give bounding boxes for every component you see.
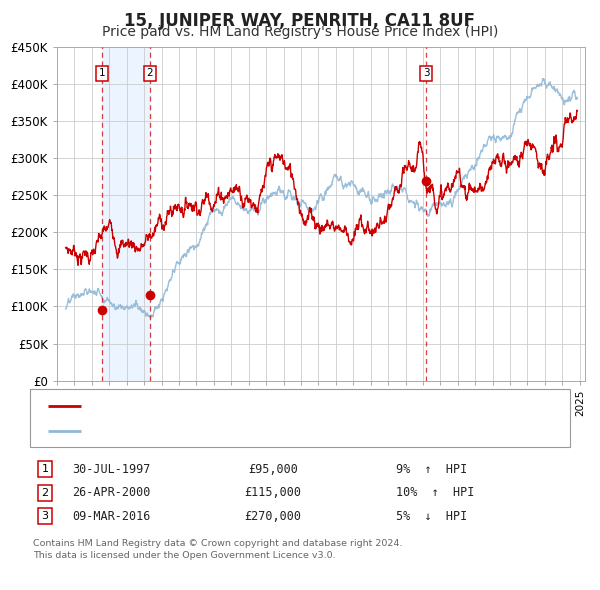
Text: 3: 3 (423, 68, 430, 78)
Text: 15, JUNIPER WAY, PENRITH, CA11 8UF (detached house): 15, JUNIPER WAY, PENRITH, CA11 8UF (deta… (88, 401, 394, 411)
Text: 2: 2 (41, 488, 49, 497)
Text: 15, JUNIPER WAY, PENRITH, CA11 8UF: 15, JUNIPER WAY, PENRITH, CA11 8UF (125, 12, 476, 30)
Bar (102, 47, 150, 381)
Text: Contains HM Land Registry data © Crown copyright and database right 2024.: Contains HM Land Registry data © Crown c… (33, 539, 403, 549)
Text: 1: 1 (98, 68, 105, 78)
Text: 10%  ↑  HPI: 10% ↑ HPI (396, 486, 475, 499)
Text: 09-MAR-2016: 09-MAR-2016 (72, 510, 150, 523)
Text: £270,000: £270,000 (245, 510, 302, 523)
Text: HPI: Average price, detached house, Westmorland and Furness: HPI: Average price, detached house, West… (88, 426, 432, 435)
Text: 2: 2 (146, 68, 153, 78)
Text: 3: 3 (41, 512, 49, 521)
Text: 1: 1 (41, 464, 49, 474)
Text: 9%  ↑  HPI: 9% ↑ HPI (396, 463, 467, 476)
Text: 26-APR-2000: 26-APR-2000 (72, 486, 150, 499)
Text: £115,000: £115,000 (245, 486, 302, 499)
Text: Price paid vs. HM Land Registry's House Price Index (HPI): Price paid vs. HM Land Registry's House … (102, 25, 498, 39)
Text: 30-JUL-1997: 30-JUL-1997 (72, 463, 150, 476)
Text: This data is licensed under the Open Government Licence v3.0.: This data is licensed under the Open Gov… (33, 551, 335, 560)
Text: 5%  ↓  HPI: 5% ↓ HPI (396, 510, 467, 523)
Text: £95,000: £95,000 (248, 463, 298, 476)
